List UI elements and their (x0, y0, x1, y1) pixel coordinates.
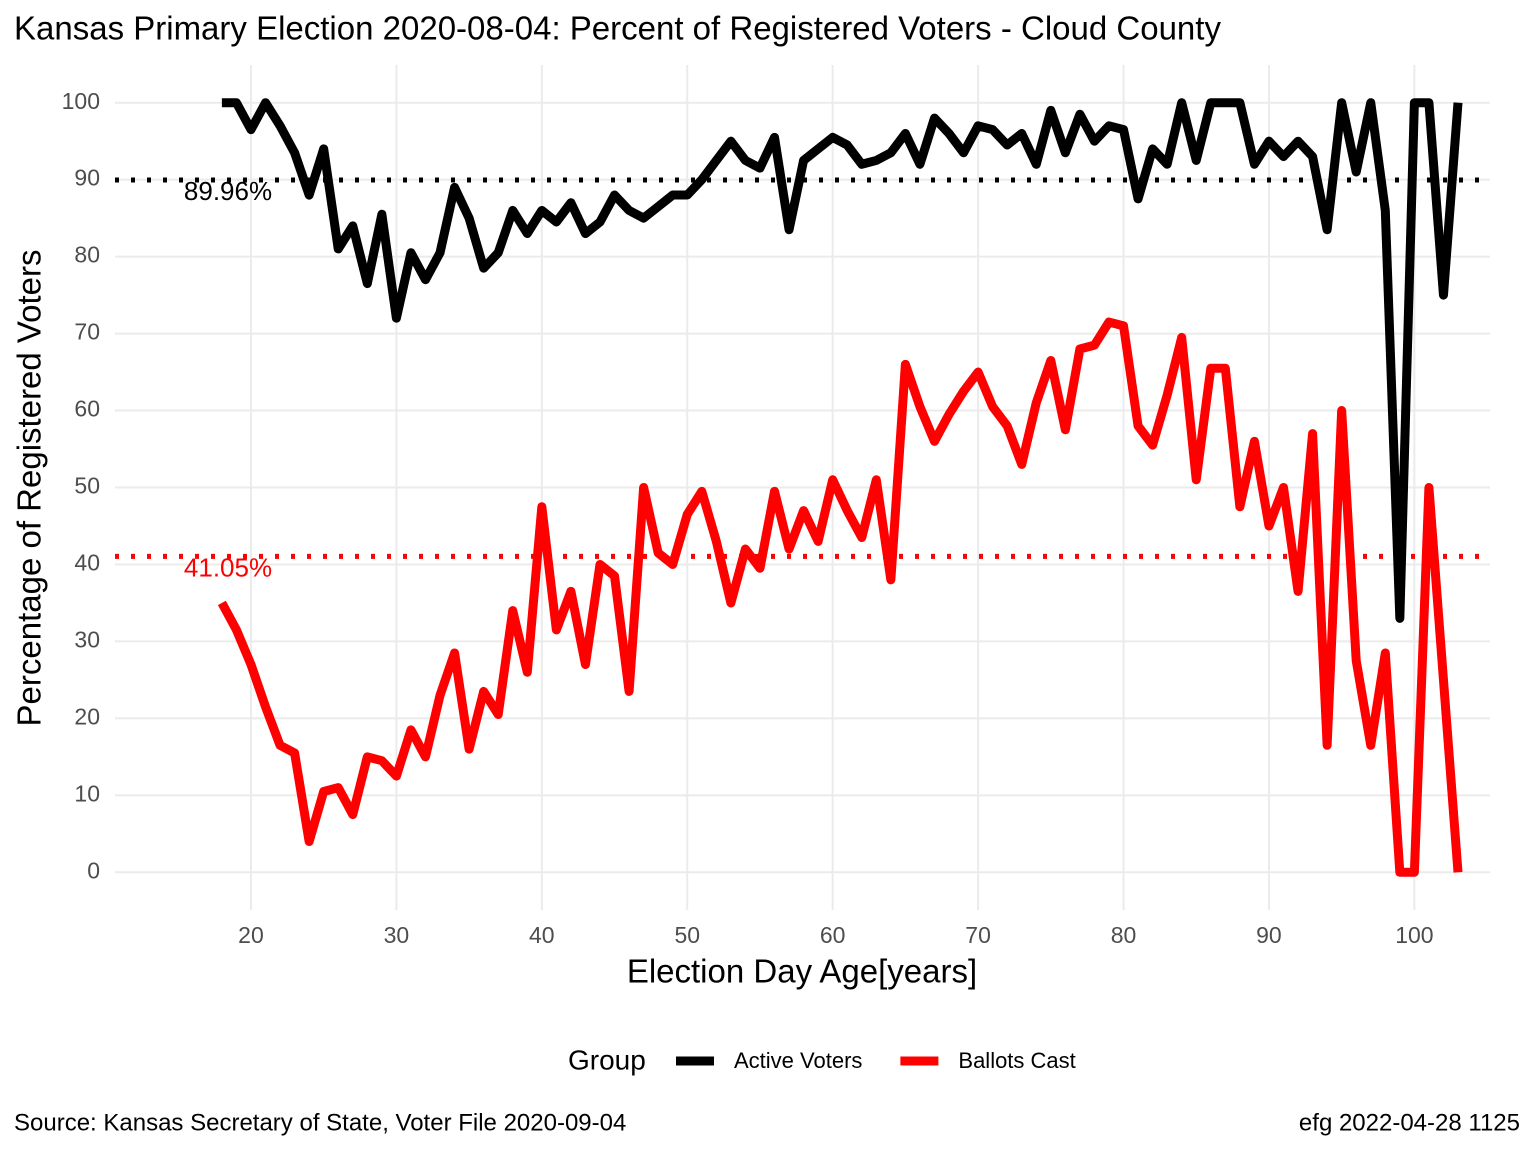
x-tick-label: 50 (674, 922, 700, 948)
y-tick-label: 10 (74, 780, 100, 806)
x-tick-label: 80 (1111, 922, 1137, 948)
y-tick-label: 60 (74, 396, 100, 422)
y-tick-label: 0 (87, 857, 100, 883)
legend-label: Active Voters (734, 1048, 862, 1073)
y-tick-label: 20 (74, 703, 100, 729)
caption-right: efg 2022-04-28 1125 (1299, 1109, 1520, 1136)
series-line (221, 98, 1463, 623)
series-line (217, 317, 1463, 877)
x-tick-label: 20 (238, 922, 264, 948)
reference-label: 89.96% (184, 176, 272, 206)
x-tick-label: 40 (529, 922, 555, 948)
x-tick-label: 90 (1256, 922, 1282, 948)
x-tick-label: 100 (1395, 922, 1433, 948)
legend-label: Ballots Cast (958, 1048, 1075, 1073)
x-tick-label: 30 (384, 922, 410, 948)
y-tick-label: 40 (74, 550, 100, 576)
y-tick-label: 90 (74, 165, 100, 191)
y-tick-label: 100 (62, 88, 100, 114)
y-tick-label: 30 (74, 626, 100, 652)
y-axis-title: Percentage of Registered Voters (11, 250, 48, 727)
reference-label: 41.05% (184, 552, 272, 582)
y-tick-label: 70 (74, 319, 100, 345)
y-tick-label: 80 (74, 242, 100, 268)
chart-title: Kansas Primary Election 2020-08-04: Perc… (14, 10, 1221, 47)
y-tick-label: 50 (74, 473, 100, 499)
legend-title: Group (568, 1044, 646, 1075)
x-tick-label: 70 (965, 922, 991, 948)
caption-left: Source: Kansas Secretary of State, Voter… (14, 1109, 626, 1136)
x-axis-title: Election Day Age[years] (627, 953, 977, 990)
x-tick-label: 60 (820, 922, 846, 948)
